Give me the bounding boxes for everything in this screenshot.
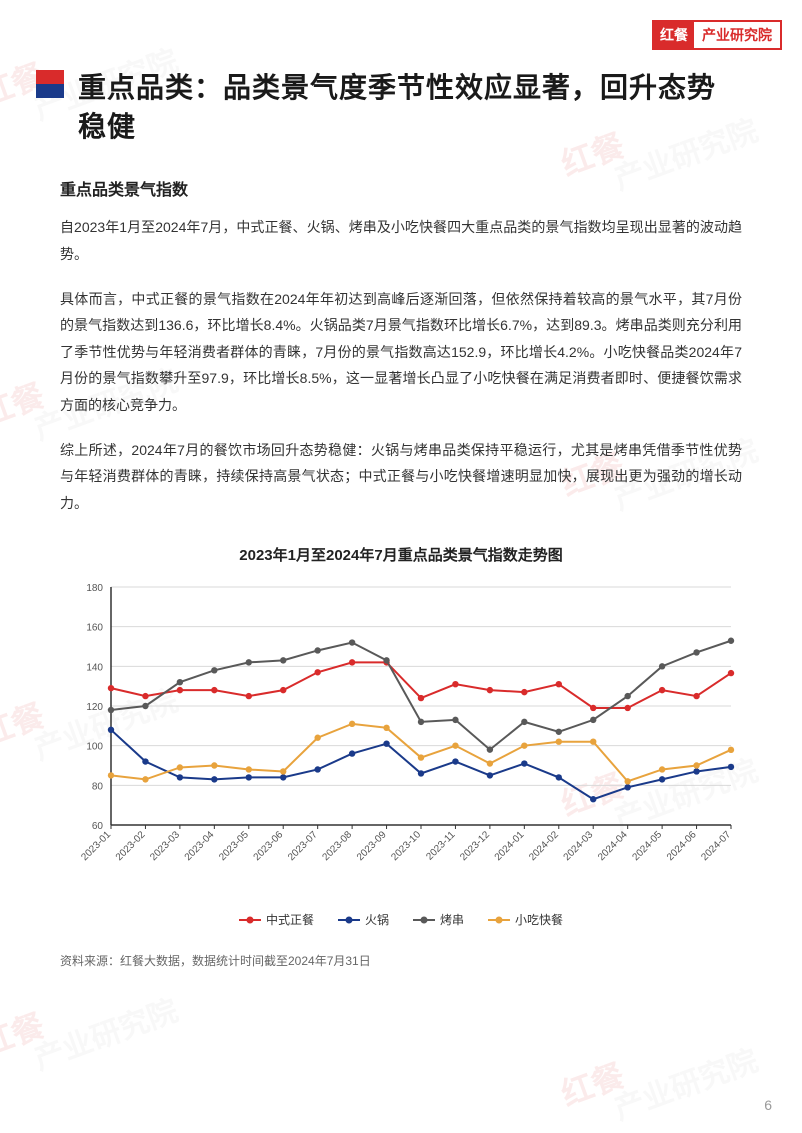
logo-red-box: 红餐 xyxy=(654,22,694,48)
svg-text:2023-07: 2023-07 xyxy=(286,829,320,863)
legend-swatch xyxy=(413,919,435,921)
svg-text:2024-03: 2024-03 xyxy=(562,829,596,863)
legend-label: 火锅 xyxy=(365,911,389,928)
watermark: 产业研究院 xyxy=(607,1036,763,1129)
legend-swatch xyxy=(239,919,261,921)
svg-text:2023-08: 2023-08 xyxy=(321,829,355,863)
legend-label: 烤串 xyxy=(440,911,464,928)
body-paragraph: 具体而言，中式正餐的景气指数在2024年年初达到高峰后逐渐回落，但依然保持着较高… xyxy=(60,286,742,419)
svg-text:2023-10: 2023-10 xyxy=(389,829,423,863)
watermark: 红餐 xyxy=(0,1000,50,1065)
legend-item: 中式正餐 xyxy=(239,911,314,928)
svg-text:100: 100 xyxy=(86,742,103,753)
legend-swatch xyxy=(338,919,360,921)
svg-text:80: 80 xyxy=(92,782,104,793)
svg-text:180: 180 xyxy=(86,583,103,594)
svg-text:2024-06: 2024-06 xyxy=(665,829,699,863)
section-subtitle: 重点品类景气指数 xyxy=(60,176,742,200)
svg-text:2023-04: 2023-04 xyxy=(183,829,217,863)
brand-logo: 红餐 产业研究院 xyxy=(652,20,782,50)
legend-item: 火锅 xyxy=(338,911,389,928)
svg-text:2024-04: 2024-04 xyxy=(596,829,630,863)
svg-text:2023-12: 2023-12 xyxy=(458,829,492,863)
svg-text:2023-05: 2023-05 xyxy=(217,829,251,863)
chart-title: 2023年1月至2024年7月重点品类景气指数走势图 xyxy=(60,544,742,565)
svg-text:120: 120 xyxy=(86,702,103,713)
body-paragraph: 自2023年1月至2024年7月，中式正餐、火锅、烤串及小吃快餐四大重点品类的景… xyxy=(60,214,742,267)
legend-label: 中式正餐 xyxy=(266,911,314,928)
legend-swatch xyxy=(488,919,510,921)
legend-item: 小吃快餐 xyxy=(488,911,563,928)
svg-text:2023-11: 2023-11 xyxy=(424,829,458,863)
logo-text: 产业研究院 xyxy=(694,22,780,48)
svg-text:2024-02: 2024-02 xyxy=(527,829,561,863)
svg-text:2023-06: 2023-06 xyxy=(252,829,286,863)
page-title: 重点品类：品类景气度季节性效应显著，回升态势稳健 xyxy=(78,68,742,146)
chart-legend: 中式正餐 火锅 烤串 小吃快餐 xyxy=(60,911,742,928)
data-source: 资料来源：红餐大数据，数据统计时间截至2024年7月31日 xyxy=(60,952,742,969)
line-chart: 60 80 100 120 140 160 180 2023-012023-022023-03… xyxy=(61,575,741,905)
svg-text:2023-09: 2023-09 xyxy=(355,829,389,863)
body-paragraph: 综上所述，2024年7月的餐饮市场回升态势稳健：火锅与烤串品类保持平稳运行，尤其… xyxy=(60,437,742,517)
chart-container: 2023年1月至2024年7月重点品类景气指数走势图 60 80 100 120 140… xyxy=(60,544,742,928)
svg-text:160: 160 xyxy=(86,623,103,634)
svg-text:2023-02: 2023-02 xyxy=(114,829,148,863)
svg-text:2024-01: 2024-01 xyxy=(493,829,527,863)
svg-text:2023-01: 2023-01 xyxy=(79,829,113,863)
legend-label: 小吃快餐 xyxy=(515,911,563,928)
page-number: 6 xyxy=(764,1097,772,1113)
svg-text:60: 60 xyxy=(92,821,104,832)
svg-text:2024-05: 2024-05 xyxy=(631,829,665,863)
svg-text:2024-07: 2024-07 xyxy=(699,829,733,863)
legend-item: 烤串 xyxy=(413,911,464,928)
svg-text:140: 140 xyxy=(86,663,103,674)
svg-text:2023-03: 2023-03 xyxy=(148,829,182,863)
watermark: 红餐 xyxy=(554,1050,630,1115)
